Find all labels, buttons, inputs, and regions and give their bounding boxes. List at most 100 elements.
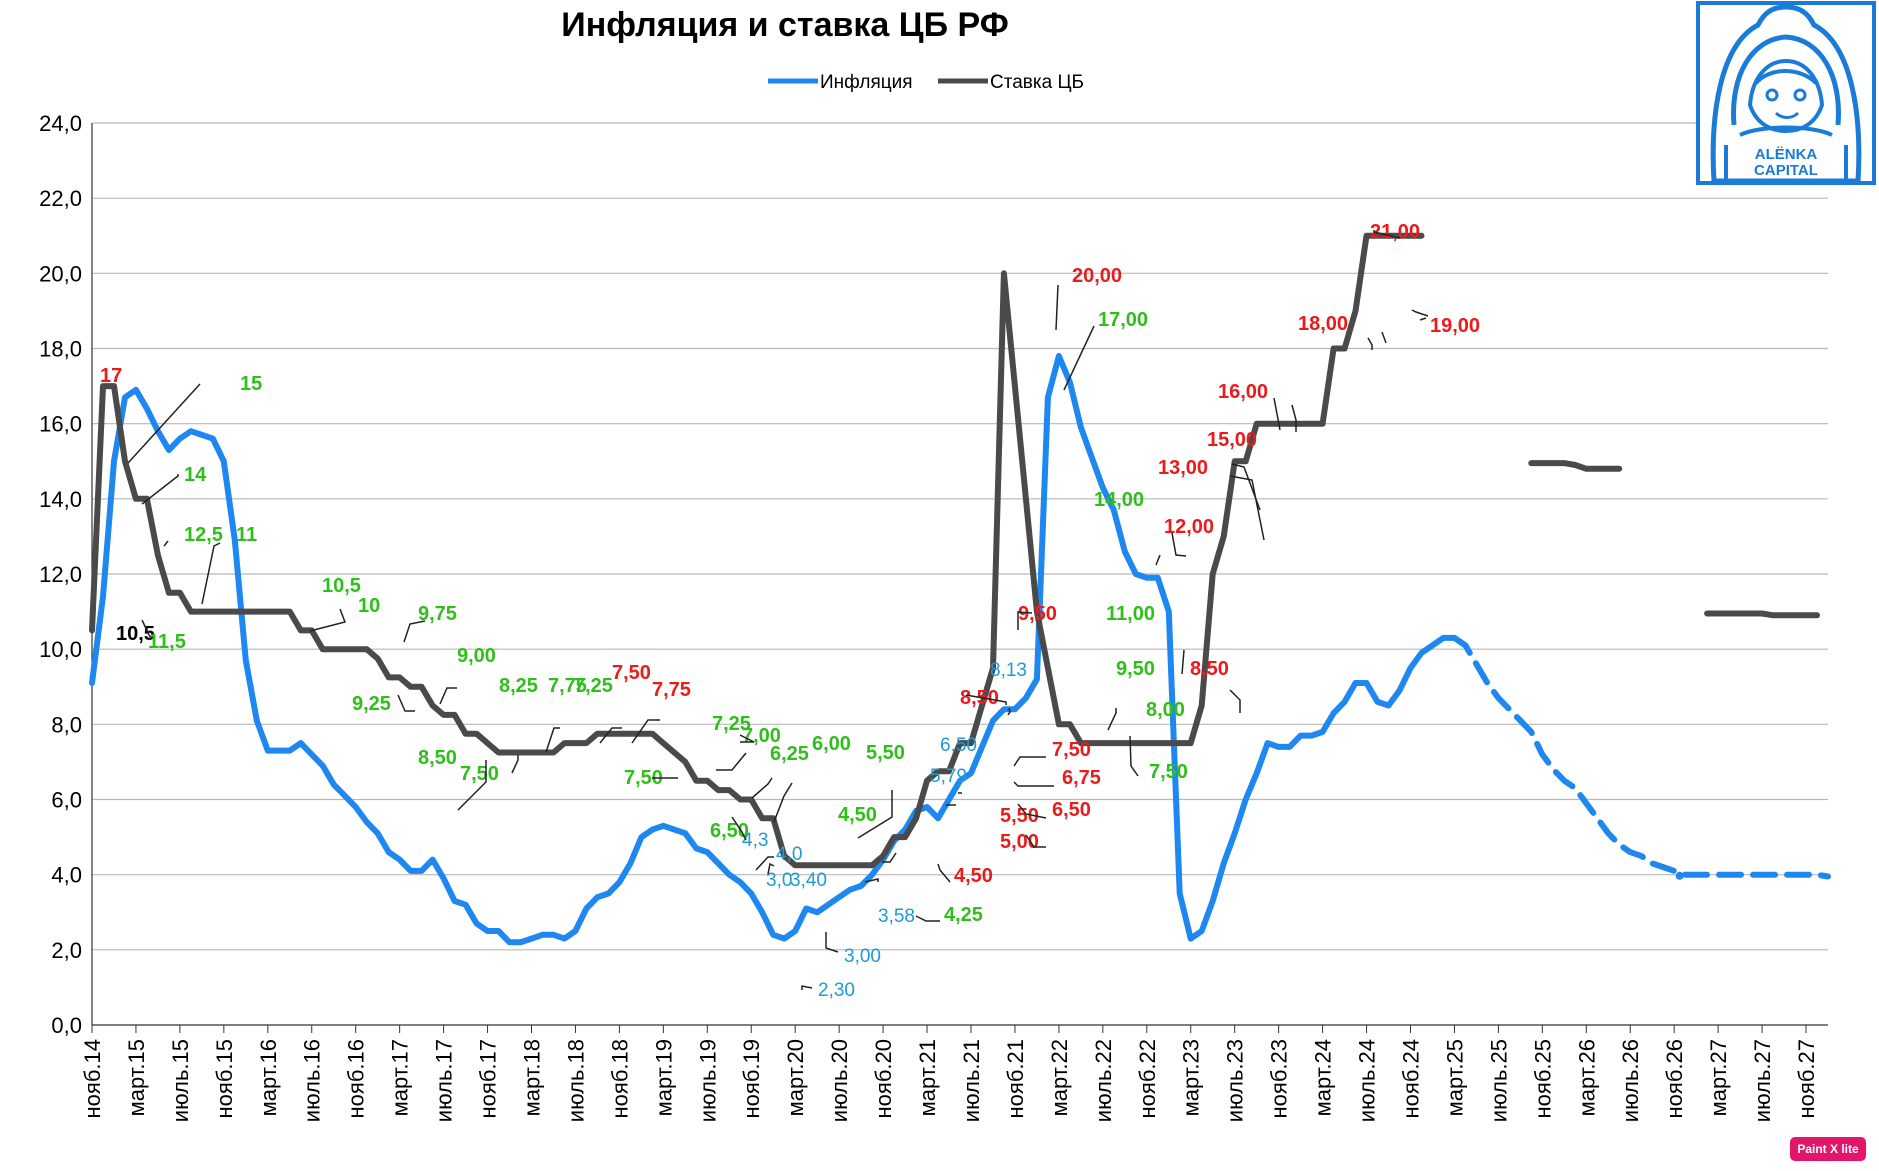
value-label: 4,50 — [838, 804, 877, 826]
logo-line-2: CAPITAL — [1754, 162, 1818, 179]
annotation-leader — [1419, 317, 1427, 321]
annotation-leader — [1007, 707, 1011, 716]
x-tick-label: июль.16 — [300, 1039, 325, 1122]
x-tick-label: нояб.15 — [212, 1039, 237, 1118]
y-tick-label: 4,0 — [51, 863, 82, 888]
annotation-leader — [882, 852, 897, 863]
x-tick-label: март.19 — [651, 1039, 676, 1116]
x-tick-label: нояб.17 — [476, 1039, 501, 1118]
inflation-forecast-line — [1451, 634, 1831, 880]
annotation-leader — [1107, 708, 1117, 731]
x-tick-label: июль.19 — [695, 1039, 720, 1122]
annotation-leader — [439, 687, 457, 705]
inflation-line — [89, 353, 1458, 946]
value-label: 12,5 — [184, 524, 223, 546]
x-tick-label: июль.26 — [1618, 1039, 1643, 1122]
annotation-leader — [1155, 554, 1161, 566]
key-rate-line — [89, 232, 1425, 869]
annotation-leader — [1381, 331, 1387, 344]
annotation-leader — [1367, 337, 1373, 350]
x-tick-label: июль.18 — [563, 1039, 588, 1122]
logo-text: ALËNKA CAPITAL — [1700, 147, 1872, 179]
x-tick-label: июль.21 — [959, 1039, 984, 1122]
value-label: 4,50 — [954, 865, 993, 887]
x-tick-label: март.22 — [1047, 1039, 1072, 1116]
y-tick-label: 10,0 — [39, 637, 82, 662]
annotation-leader — [163, 540, 169, 547]
value-label: 15 — [240, 373, 262, 395]
value-label: 12,00 — [1164, 516, 1214, 538]
annotation-leader — [1229, 689, 1241, 713]
value-label: 9,50 — [1116, 658, 1155, 680]
annotation-leader — [1013, 781, 1054, 787]
value-label: 9,50 — [1018, 603, 1057, 625]
x-tick-label: нояб.22 — [1135, 1039, 1160, 1118]
key-rate-forecast-line-1 — [1528, 460, 1623, 472]
annotation-leader — [1025, 834, 1046, 848]
x-tick-label: нояб.14 — [80, 1039, 105, 1118]
value-label: 7,25 — [574, 675, 613, 697]
value-label: 4,3 — [742, 830, 768, 851]
alenka-capital-logo: ALËNKA CAPITAL — [1696, 1, 1876, 185]
x-tick-label: июль.17 — [432, 1039, 457, 1122]
y-tick-label: 8,0 — [51, 712, 82, 737]
inflation-forecast-marker — [1675, 871, 1684, 880]
value-label: 8,50 — [418, 747, 457, 769]
y-tick-label: 2,0 — [51, 938, 82, 963]
annotation-leader — [801, 985, 813, 990]
value-label: 3,0 — [766, 870, 792, 891]
value-label: 5,79 — [930, 766, 967, 787]
value-label: 2,30 — [818, 980, 855, 1001]
annotation-leader — [1373, 230, 1401, 239]
value-label: 15,00 — [1207, 429, 1257, 451]
value-label: 18,00 — [1298, 313, 1348, 335]
x-tick-label: нояб.23 — [1267, 1039, 1292, 1118]
axes: 0,0 2,0 4,0 6,0 8,0 10,0 12,0 14,0 16,0 18,0 20,0 2… — [39, 111, 1828, 1122]
value-label: 20,00 — [1072, 265, 1122, 287]
annotation-leader — [1171, 532, 1187, 557]
value-label: 5,50 — [1000, 805, 1039, 827]
x-tick-label: март.18 — [519, 1039, 544, 1116]
value-label: 7,75 — [548, 675, 587, 697]
value-label: 4,0 — [776, 844, 802, 865]
value-label: 5,50 — [866, 742, 905, 764]
value-label: 13,00 — [1158, 457, 1208, 479]
value-label: 6,50 — [940, 735, 977, 756]
annotation-leader — [1181, 649, 1185, 675]
x-tick-label: нояб.21 — [1003, 1039, 1028, 1118]
annotation-leader — [1055, 284, 1059, 331]
value-label: 14,00 — [1094, 489, 1144, 511]
y-tick-label: 24,0 — [39, 111, 82, 136]
x-tick-label: март.21 — [915, 1039, 940, 1116]
annotation-leader — [1129, 735, 1139, 777]
y-tick-label: 22,0 — [39, 186, 82, 211]
annotation-leader — [965, 694, 1007, 705]
paint-x-lite-badge: Paint X lite — [1790, 1137, 1866, 1161]
y-tick-label: 14,0 — [39, 487, 82, 512]
annotation-leader — [545, 727, 560, 753]
value-label: 3,40 — [790, 870, 827, 891]
x-tick-label: нояб.20 — [871, 1039, 896, 1118]
value-label: 9,25 — [352, 693, 391, 715]
matryoshka-icon — [1710, 4, 1862, 184]
annotation-leader — [767, 862, 775, 875]
value-label: 5,00 — [1000, 831, 1039, 853]
annotation-leader — [1063, 325, 1095, 391]
annotation-leader — [631, 719, 660, 744]
annotation-leader — [937, 863, 951, 883]
value-label: 4,25 — [944, 904, 983, 926]
value-label: 3,58 — [878, 906, 915, 927]
value-label: 9,00 — [457, 645, 496, 667]
annotation-leader — [864, 878, 879, 883]
y-tick-label: 16,0 — [39, 412, 82, 437]
series-layer — [89, 232, 1831, 946]
value-label: 11 — [236, 524, 257, 546]
value-label: 8,00 — [1146, 699, 1185, 721]
value-label: 11,5 — [148, 631, 186, 653]
x-tick-label: нояб.27 — [1794, 1039, 1819, 1118]
x-tick-label: нояб.16 — [344, 1039, 369, 1118]
annotation-leader — [716, 752, 747, 771]
y-tick-label: 18,0 — [39, 337, 82, 362]
